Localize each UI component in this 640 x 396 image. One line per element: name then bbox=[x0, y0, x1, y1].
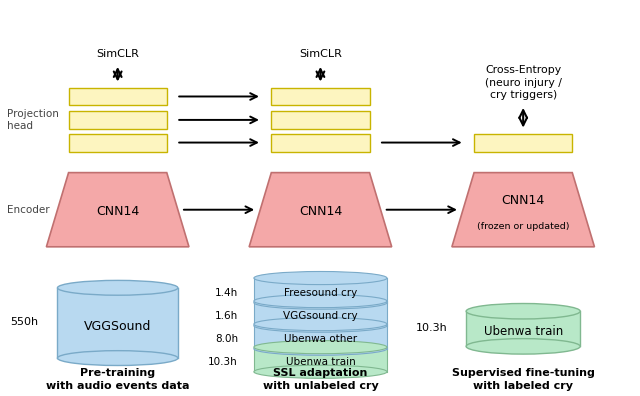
Text: VGGsound cry: VGGsound cry bbox=[283, 311, 358, 321]
Ellipse shape bbox=[254, 295, 387, 308]
Bar bbox=[254, 278, 387, 303]
Text: Ubenwa other: Ubenwa other bbox=[284, 334, 357, 344]
Polygon shape bbox=[249, 173, 392, 247]
Text: 1.4h: 1.4h bbox=[215, 288, 238, 298]
Text: 550h: 550h bbox=[10, 316, 38, 327]
Bar bbox=[254, 347, 387, 372]
Ellipse shape bbox=[58, 351, 178, 366]
Ellipse shape bbox=[254, 342, 387, 355]
Text: SimCLR: SimCLR bbox=[96, 50, 139, 59]
FancyBboxPatch shape bbox=[68, 133, 167, 152]
Polygon shape bbox=[46, 173, 189, 247]
Ellipse shape bbox=[254, 365, 387, 378]
Text: 10.3h: 10.3h bbox=[208, 357, 238, 367]
FancyBboxPatch shape bbox=[474, 133, 572, 152]
Bar bbox=[254, 301, 387, 326]
Ellipse shape bbox=[254, 296, 387, 309]
Text: Supervised fine-tuning
with labeled cry: Supervised fine-tuning with labeled cry bbox=[452, 368, 595, 391]
Ellipse shape bbox=[466, 339, 580, 354]
Ellipse shape bbox=[254, 272, 387, 285]
Text: Pre-training
with audio events data: Pre-training with audio events data bbox=[46, 368, 189, 391]
FancyBboxPatch shape bbox=[271, 133, 369, 152]
FancyBboxPatch shape bbox=[271, 111, 369, 129]
Text: 8.0h: 8.0h bbox=[215, 334, 238, 344]
Text: SimCLR: SimCLR bbox=[299, 50, 342, 59]
Text: Encoder: Encoder bbox=[7, 205, 49, 215]
Text: (frozen or updated): (frozen or updated) bbox=[477, 221, 570, 230]
Polygon shape bbox=[452, 173, 595, 247]
FancyBboxPatch shape bbox=[271, 88, 369, 105]
Text: CNN14: CNN14 bbox=[299, 205, 342, 218]
Text: CNN14: CNN14 bbox=[96, 205, 140, 218]
Text: Ubenwa train: Ubenwa train bbox=[484, 325, 563, 338]
FancyBboxPatch shape bbox=[68, 88, 167, 105]
Bar bbox=[466, 311, 580, 346]
Ellipse shape bbox=[466, 303, 580, 319]
Text: SSL adaptation
with unlabeled cry: SSL adaptation with unlabeled cry bbox=[262, 368, 378, 391]
Ellipse shape bbox=[254, 319, 387, 332]
Text: Cross-Entropy
(neuro injury /
cry triggers): Cross-Entropy (neuro injury / cry trigge… bbox=[484, 65, 562, 101]
Ellipse shape bbox=[254, 341, 387, 354]
Bar bbox=[254, 324, 387, 349]
Text: 10.3h: 10.3h bbox=[415, 323, 447, 333]
Text: Projection
head: Projection head bbox=[7, 109, 59, 131]
FancyBboxPatch shape bbox=[68, 111, 167, 129]
Text: Freesound cry: Freesound cry bbox=[284, 288, 357, 298]
Text: VGGSound: VGGSound bbox=[84, 320, 151, 333]
Ellipse shape bbox=[254, 318, 387, 331]
Text: Ubenwa train: Ubenwa train bbox=[285, 357, 355, 367]
Ellipse shape bbox=[58, 280, 178, 295]
Text: 1.6h: 1.6h bbox=[215, 311, 238, 321]
Bar bbox=[58, 288, 178, 358]
Text: CNN14: CNN14 bbox=[502, 194, 545, 208]
